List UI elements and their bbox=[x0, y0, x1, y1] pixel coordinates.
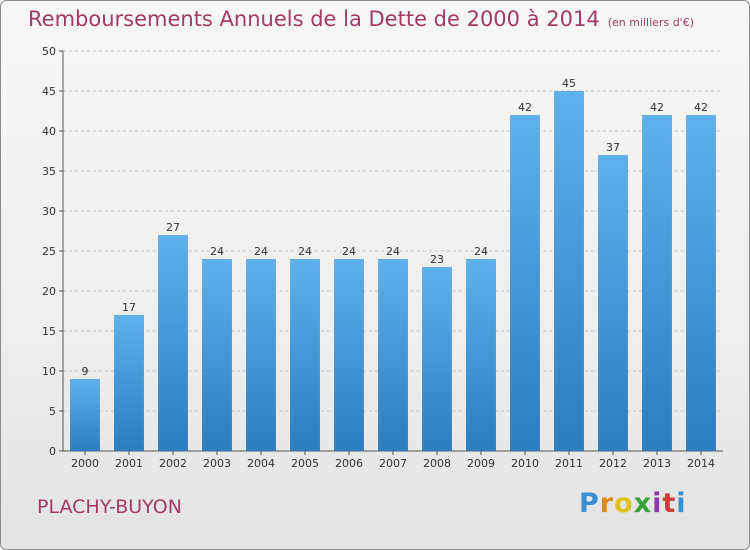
y-tick-label: 25 bbox=[42, 245, 56, 258]
bar-value-label: 24 bbox=[298, 245, 312, 258]
y-tick-label: 10 bbox=[42, 365, 56, 378]
title-text: Remboursements Annuels de la Dette de 20… bbox=[28, 7, 600, 31]
bar bbox=[554, 91, 584, 451]
y-tick-label: 15 bbox=[42, 325, 56, 338]
commune-name: PLACHY-BUYON bbox=[37, 496, 182, 518]
x-tick-label: 2003 bbox=[203, 457, 231, 470]
bar bbox=[246, 259, 276, 451]
bar-value-label: 24 bbox=[386, 245, 400, 258]
bar bbox=[158, 235, 188, 451]
x-tick-label: 2009 bbox=[467, 457, 495, 470]
bar bbox=[70, 379, 100, 451]
bar-value-label: 24 bbox=[342, 245, 356, 258]
y-tick-label: 45 bbox=[42, 85, 56, 98]
y-tick-label: 5 bbox=[49, 405, 56, 418]
proxiti-logo: Proxiti bbox=[579, 488, 687, 519]
bar bbox=[686, 115, 716, 451]
x-tick-label: 2007 bbox=[379, 457, 407, 470]
x-tick-label: 2000 bbox=[71, 457, 99, 470]
logo-letter: i bbox=[652, 488, 663, 519]
chart-title: Remboursements Annuels de la Dette de 20… bbox=[28, 7, 694, 31]
bar-value-label: 17 bbox=[122, 301, 136, 314]
logo-letter: r bbox=[599, 488, 615, 519]
x-tick-label: 2008 bbox=[423, 457, 451, 470]
y-tick-label: 30 bbox=[42, 205, 56, 218]
x-tick-label: 2004 bbox=[247, 457, 275, 470]
logo-letter: o bbox=[614, 488, 634, 519]
bar-value-label: 42 bbox=[650, 101, 664, 114]
bar-value-label: 24 bbox=[474, 245, 488, 258]
y-tick-label: 0 bbox=[49, 445, 56, 458]
bar-value-label: 9 bbox=[82, 365, 89, 378]
bar bbox=[114, 315, 144, 451]
x-tick-label: 2010 bbox=[511, 457, 539, 470]
logo-letter: x bbox=[633, 488, 653, 519]
bar bbox=[510, 115, 540, 451]
y-tick-label: 35 bbox=[42, 165, 56, 178]
x-tick-label: 2013 bbox=[643, 457, 671, 470]
bar-value-label: 42 bbox=[518, 101, 532, 114]
bar bbox=[598, 155, 628, 451]
x-tick-label: 2012 bbox=[599, 457, 627, 470]
title-unit: (en milliers d'€) bbox=[607, 16, 694, 29]
bar bbox=[334, 259, 364, 451]
bar bbox=[422, 267, 452, 451]
bar-value-label: 24 bbox=[254, 245, 268, 258]
bar-value-label: 42 bbox=[694, 101, 708, 114]
logo-letter: P bbox=[579, 488, 600, 519]
bar bbox=[466, 259, 496, 451]
x-tick-label: 2001 bbox=[115, 457, 143, 470]
bar-value-label: 23 bbox=[430, 253, 444, 266]
x-tick-label: 2006 bbox=[335, 457, 363, 470]
x-tick-label: 2005 bbox=[291, 457, 319, 470]
bar-value-label: 37 bbox=[606, 141, 620, 154]
y-tick-label: 40 bbox=[42, 125, 56, 138]
bar bbox=[202, 259, 232, 451]
x-tick-label: 2014 bbox=[687, 457, 715, 470]
bar bbox=[378, 259, 408, 451]
x-tick-label: 2011 bbox=[555, 457, 583, 470]
y-tick-label: 20 bbox=[42, 285, 56, 298]
bar-value-label: 27 bbox=[166, 221, 180, 234]
bar-value-label: 24 bbox=[210, 245, 224, 258]
y-tick-label: 50 bbox=[42, 45, 56, 58]
logo-letter: t bbox=[662, 488, 677, 519]
x-tick-label: 2002 bbox=[159, 457, 187, 470]
logo-letter: i bbox=[676, 488, 687, 519]
bar bbox=[290, 259, 320, 451]
bar bbox=[642, 115, 672, 451]
bar-value-label: 45 bbox=[562, 77, 576, 90]
